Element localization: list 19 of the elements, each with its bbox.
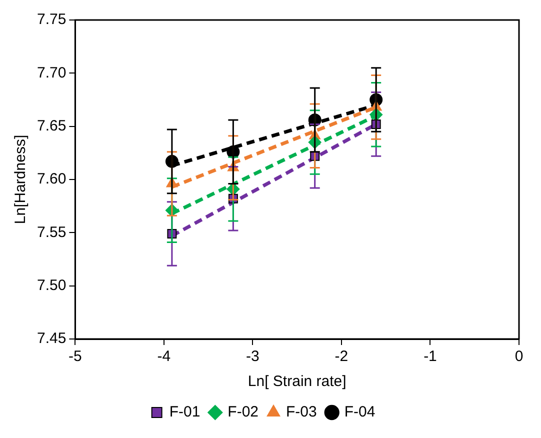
x-axis-title: Ln[ Strain rate] <box>248 373 346 390</box>
legend-label: F-04 <box>344 404 376 421</box>
y-axis-title: Ln[Hardness] <box>12 134 30 224</box>
y-tick-label: 7.65 <box>36 117 66 134</box>
x-tick-label: -1 <box>424 348 437 366</box>
x-tick-label: -2 <box>334 348 348 366</box>
x-tick-label: 0 <box>514 348 524 366</box>
legend-label: F-02 <box>228 404 258 421</box>
y-tick-label: 7.70 <box>36 64 66 82</box>
y-tick-label: 7.45 <box>36 330 66 348</box>
y-tick-label: 7.60 <box>36 170 66 188</box>
legend-label: F-03 <box>286 404 317 421</box>
legend-label: F-01 <box>169 404 200 421</box>
x-tick-label: -5 <box>68 348 82 366</box>
x-tick-label: -3 <box>246 348 260 366</box>
x-tick-label: -4 <box>157 348 171 366</box>
y-tick-label: 7.55 <box>36 224 66 241</box>
y-tick-label: 7.50 <box>36 276 66 294</box>
y-tick-label: 7.75 <box>36 11 66 28</box>
